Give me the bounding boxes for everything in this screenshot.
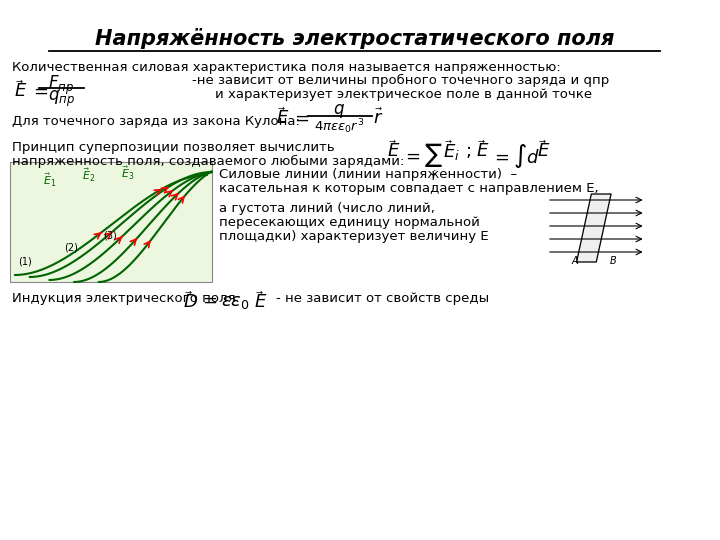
Text: касательная к которым совпадает с направлением E,: касательная к которым совпадает с направ…	[219, 182, 598, 195]
Text: Индукция электрического поля:: Индукция электрического поля:	[12, 292, 240, 305]
Text: $= \int d$: $= \int d$	[491, 142, 540, 170]
Text: $E$: $E$	[476, 142, 490, 160]
Text: и характеризует электрическое поле в данной точке: и характеризует электрическое поле в дан…	[215, 88, 592, 101]
Bar	[10, 162, 212, 282]
Text: Силовые линии (линии напряженности)  –: Силовые линии (линии напряженности) –	[219, 168, 517, 181]
Text: -не зависит от величины пробного точечного заряда и qпр: -не зависит от величины пробного точечно…	[192, 74, 609, 87]
Text: напряженность поля, создаваемого любыми зарядами:: напряженность поля, создаваемого любыми …	[12, 155, 404, 168]
Text: $q$: $q$	[333, 102, 345, 120]
Text: а густота линий (число линий,: а густота линий (число линий,	[219, 202, 435, 215]
Text: - не зависит от свойств среды: - не зависит от свойств среды	[276, 292, 489, 305]
Text: $\rightarrow$: $\rightarrow$	[443, 137, 453, 146]
Text: Количественная силовая характеристика поля называется напряженностью:: Количественная силовая характеристика по…	[12, 61, 561, 74]
Text: $A$: $A$	[571, 254, 579, 266]
Text: $\rightarrow$: $\rightarrow$	[276, 104, 287, 113]
Text: $D$: $D$	[184, 293, 198, 311]
Text: $\rightarrow$: $\rightarrow$	[476, 137, 486, 146]
Text: $\vec{E}_3$: $\vec{E}_3$	[122, 164, 135, 182]
Text: $\vec{E}_1$: $\vec{E}_1$	[42, 171, 56, 189]
Text: (1): (1)	[18, 257, 32, 267]
Text: $E$: $E$	[537, 142, 551, 160]
Text: площадки) характеризует величину E: площадки) характеризует величину E	[219, 230, 488, 243]
Text: пересекающих единицу нормальной: пересекающих единицу нормальной	[219, 216, 480, 229]
Text: $q_{\mathit{пр}}$: $q_{\mathit{пр}}$	[48, 89, 75, 109]
Text: (3): (3)	[104, 230, 117, 240]
Text: $E$: $E$	[276, 109, 289, 127]
Text: $=$: $=$	[30, 82, 48, 100]
Text: Принцип суперпозиции позволяет вычислить: Принцип суперпозиции позволяет вычислить	[12, 141, 335, 154]
Text: Напряжённость электростатического поля: Напряжённость электростатического поля	[95, 28, 614, 49]
Text: $\rightarrow$: $\rightarrow$	[387, 137, 397, 146]
Text: $\rightarrow$: $\rightarrow$	[537, 137, 547, 146]
Text: $E$: $E$	[387, 142, 401, 160]
Text: $= \sum_i$: $= \sum_i$	[402, 142, 443, 183]
Text: $= \varepsilon\varepsilon_0$: $= \varepsilon\varepsilon_0$	[199, 293, 250, 311]
Text: $B$: $B$	[609, 254, 617, 266]
Text: $r$: $r$	[372, 109, 383, 127]
Text: $\vec{E}_2$: $\vec{E}_2$	[82, 166, 95, 184]
Text: $\rightarrow$: $\rightarrow$	[14, 77, 24, 86]
Text: $E$: $E$	[14, 82, 27, 100]
Polygon shape	[577, 194, 611, 262]
Text: $\rightarrow$: $\rightarrow$	[372, 104, 383, 113]
Text: $F_{\mathit{пр}}$: $F_{\mathit{пр}}$	[48, 74, 74, 97]
Text: $E$: $E$	[254, 293, 268, 311]
Text: Для точечного заряда из закона Кулона:: Для точечного заряда из закона Кулона:	[12, 115, 300, 128]
Text: $\rightarrow$: $\rightarrow$	[254, 288, 264, 297]
Text: (2): (2)	[64, 242, 78, 252]
Text: $\rightarrow$: $\rightarrow$	[184, 288, 194, 297]
Text: $4\pi\varepsilon\varepsilon_0 r^3$: $4\pi\varepsilon\varepsilon_0 r^3$	[314, 117, 364, 136]
Text: $;$: $;$	[465, 142, 471, 160]
Text: $E_i$: $E_i$	[443, 142, 459, 162]
Text: $=$: $=$	[291, 109, 310, 127]
